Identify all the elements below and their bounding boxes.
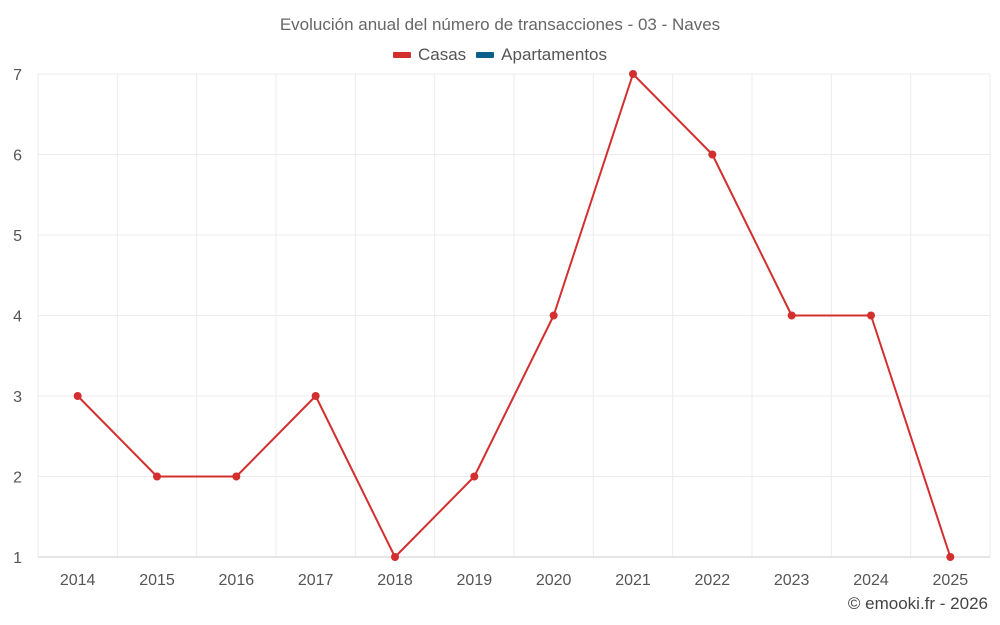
x-tick-label: 2022 (695, 572, 731, 589)
y-tick-label: 6 (13, 148, 22, 165)
data-point (867, 311, 875, 320)
x-tick-label: 2019 (457, 572, 493, 589)
y-tick-label: 2 (13, 470, 22, 487)
series-line-casas (76, 73, 952, 558)
data-point (946, 553, 955, 561)
y-tick-label: 1 (13, 550, 22, 567)
data-point (470, 472, 479, 481)
x-tick-label: 2020 (536, 572, 572, 589)
legend-label-apartamentos: Apartamentos (501, 45, 608, 64)
data-point (629, 70, 637, 78)
x-tick-label: 2023 (774, 572, 810, 589)
y-tick-label: 7 (13, 67, 22, 84)
x-tick-label: 2016 (219, 572, 255, 589)
y-tick-label: 5 (13, 228, 22, 245)
data-point (391, 553, 399, 561)
x-tick-label: 2018 (377, 572, 413, 589)
credit-text: © emooki.fr - 2026 (847, 594, 988, 613)
x-tick-label: 2014 (60, 572, 96, 589)
y-tick-label: 4 (13, 309, 22, 326)
y-tick-label: 3 (13, 389, 22, 406)
x-tick-label: 2025 (933, 572, 969, 589)
x-tick-label: 2024 (853, 572, 889, 589)
legend-swatch-apartamentos (476, 52, 495, 58)
legend: Casas Apartamentos (0, 45, 1000, 65)
x-tick-label: 2021 (615, 572, 651, 589)
legend-item-casas[interactable]: Casas (392, 45, 467, 65)
data-point (232, 472, 241, 481)
legend-swatch-casas (392, 52, 411, 58)
legend-label-casas: Casas (417, 45, 467, 64)
data-point (153, 472, 161, 481)
data-point (73, 392, 82, 400)
legend-item-apartamentos[interactable]: Apartamentos (476, 45, 607, 65)
x-tick-label: 2015 (139, 572, 175, 589)
chart-title: Evolución anual del número de transaccio… (279, 15, 721, 34)
x-tick-label: 2017 (298, 572, 334, 589)
data-point (311, 392, 320, 400)
data-point (787, 311, 796, 320)
data-point (708, 150, 717, 159)
data-point (549, 311, 558, 320)
